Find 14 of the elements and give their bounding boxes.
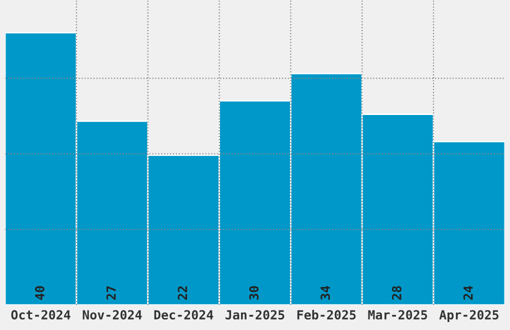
x-tick-label: Feb-2025: [297, 310, 356, 320]
x-tick-label: Jan-2025: [226, 310, 284, 320]
data-label: 22: [178, 286, 188, 300]
x-tick-label: Nov-2024: [82, 310, 142, 320]
data-label: 40: [34, 286, 44, 300]
x-tick-label: Oct-2024: [11, 310, 70, 320]
data-label: 27: [106, 286, 116, 300]
data-label: 34: [320, 286, 330, 300]
data-label: 24: [463, 286, 473, 300]
x-tick-label: Dec-2024: [154, 310, 214, 320]
x-tick-label: Apr-2025: [439, 310, 498, 322]
data-label: 30: [249, 286, 259, 300]
x-tick-label: Mar-2025: [368, 310, 428, 320]
data-label: 28: [392, 286, 402, 300]
